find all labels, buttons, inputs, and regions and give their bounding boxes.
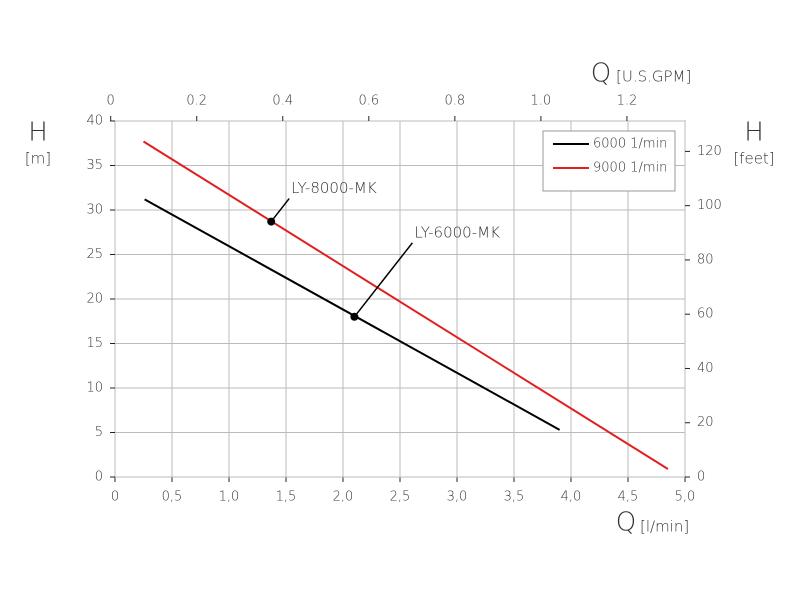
y-axis-unit: [m]	[25, 150, 51, 168]
y-tick-label: 20	[86, 292, 103, 307]
x2-tick-label: 0.2	[186, 94, 207, 109]
y-tick-label: 30	[86, 203, 103, 218]
y-tick-label: 10	[86, 381, 103, 396]
y2-tick-label: 60	[697, 307, 714, 322]
annotation-marker	[350, 312, 359, 321]
legend-label: 6000 1/min	[593, 137, 667, 152]
x-tick-label: 4,5	[618, 490, 639, 505]
annotation-label: LY-6000-MK	[414, 223, 500, 241]
x2-tick-label: 0.8	[445, 94, 466, 109]
x2-tick-label: 0.6	[358, 94, 379, 109]
y2-tick-label: 0	[697, 470, 705, 485]
x-tick-label: 3,5	[504, 490, 525, 505]
annotation-label: LY-8000-MK	[291, 179, 377, 197]
y2-axis-label: H	[744, 118, 764, 148]
y-tick-label: 15	[86, 336, 103, 351]
x-tick-label: 1,5	[276, 490, 297, 505]
y2-tick-label: 80	[697, 252, 714, 267]
y2-axis-unit: [feet]	[733, 150, 774, 168]
x-tick-label: 5,0	[675, 490, 696, 505]
x-tick-label: 2,5	[390, 490, 411, 505]
x2-tick-label: 1.2	[617, 94, 638, 109]
x-axis-unit: [l/min]	[640, 518, 689, 536]
annotation-leader	[270, 198, 290, 223]
y2-tick-label: 100	[697, 198, 722, 213]
annotation-leader	[353, 242, 413, 318]
x2-tick-label: 0	[107, 94, 115, 109]
x-tick-label: 3,0	[447, 490, 468, 505]
x-tick-label: 4,0	[561, 490, 582, 505]
y2-tick-label: 40	[697, 361, 714, 376]
x-axis-label: Q	[616, 508, 636, 538]
y-tick-label: 5	[95, 425, 103, 440]
y2-tick-label: 20	[697, 415, 714, 430]
y-tick-label: 0	[95, 470, 103, 485]
series-line	[142, 140, 669, 470]
x-tick-label: 2,0	[333, 490, 354, 505]
x2-tick-label: 0.4	[272, 94, 293, 109]
y-tick-label: 35	[86, 158, 103, 173]
legend-label: 9000 1/min	[593, 161, 667, 176]
x-tick-label: 0	[111, 490, 119, 505]
x2-axis-unit: [U.S.GPM]	[616, 68, 691, 86]
y-tick-label: 40	[86, 114, 103, 129]
y-axis-label: H	[28, 118, 48, 148]
annotation-marker	[267, 217, 276, 226]
x2-tick-label: 1.0	[531, 94, 552, 109]
legend-box	[542, 130, 676, 192]
y-tick-label: 25	[86, 247, 103, 262]
x-tick-label: 1,0	[219, 490, 240, 505]
x-tick-label: 0,5	[162, 490, 183, 505]
y2-tick-label: 120	[697, 144, 722, 159]
x2-axis-label: Q	[591, 59, 611, 89]
